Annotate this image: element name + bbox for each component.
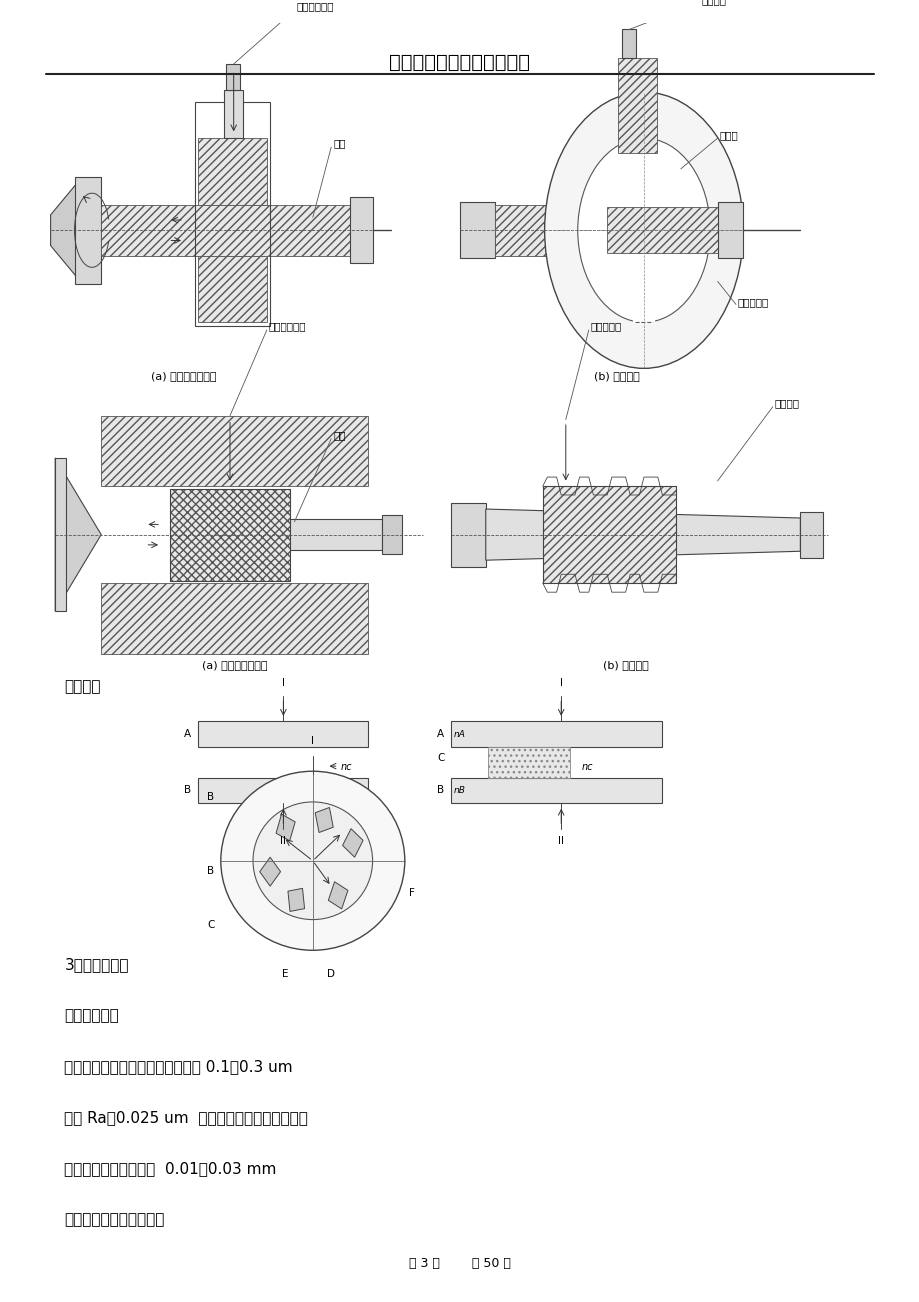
Bar <box>717 202 743 258</box>
Text: 研具（手握）: 研具（手握） <box>296 1 334 12</box>
Circle shape <box>630 212 656 249</box>
Polygon shape <box>51 182 78 279</box>
Bar <box>101 415 368 486</box>
Bar <box>618 57 656 154</box>
Polygon shape <box>55 458 101 612</box>
Circle shape <box>577 138 709 323</box>
Text: F: F <box>409 888 414 898</box>
Bar <box>55 458 66 612</box>
Bar <box>621 30 635 57</box>
Bar <box>259 857 280 887</box>
Text: C: C <box>437 754 444 763</box>
Text: 研磨夹: 研磨夹 <box>719 130 737 141</box>
Bar <box>494 204 568 255</box>
Text: (b) 外圆研具: (b) 外圆研具 <box>593 371 639 381</box>
Bar <box>223 90 243 138</box>
Text: nc: nc <box>581 763 593 772</box>
Bar <box>800 512 823 557</box>
Bar <box>542 486 675 583</box>
Text: I: I <box>281 678 285 687</box>
Ellipse shape <box>253 802 372 919</box>
Bar <box>198 777 368 803</box>
Bar <box>75 177 101 284</box>
Polygon shape <box>485 509 800 560</box>
Text: B: B <box>184 785 191 796</box>
Text: 研具: 研具 <box>333 430 346 440</box>
Text: 机器研磨: 机器研磨 <box>64 680 101 694</box>
Text: nB: nB <box>453 786 465 796</box>
Text: (a) 研磨外圆的方法: (a) 研磨外圆的方法 <box>151 371 217 381</box>
Text: E: E <box>281 970 289 979</box>
Text: 研磨剂易飞溅，污染环境: 研磨剂易飞溅，污染环境 <box>64 1212 165 1228</box>
Bar <box>607 207 717 254</box>
Text: I: I <box>311 736 314 746</box>
Bar <box>198 721 368 747</box>
Bar <box>101 204 349 255</box>
Bar <box>198 255 267 323</box>
Text: (b) 内圆研具: (b) 内圆研具 <box>602 660 648 671</box>
Bar <box>542 486 675 583</box>
Text: nc: nc <box>340 763 352 772</box>
Text: D: D <box>327 970 335 979</box>
Text: 减小 Ra，0.025 um  以下，但不能提高位置精度: 减小 Ra，0.025 um 以下，但不能提高位置精度 <box>64 1111 308 1125</box>
Bar <box>328 881 347 909</box>
Text: C: C <box>207 919 214 930</box>
Bar <box>226 64 240 90</box>
Bar <box>450 503 485 566</box>
Bar <box>315 807 333 832</box>
Bar <box>170 488 289 581</box>
Bar <box>289 519 381 549</box>
Bar <box>487 747 570 777</box>
Text: nA: nA <box>453 729 465 738</box>
Text: A: A <box>184 729 191 740</box>
Text: 锥度调节杆: 锥度调节杆 <box>590 322 621 331</box>
Bar <box>342 828 363 857</box>
Text: B: B <box>207 866 214 876</box>
Text: 大连理工大学网络教育学院: 大连理工大学网络教育学院 <box>389 52 530 72</box>
Circle shape <box>544 92 743 368</box>
Text: 调节螺钉: 调节螺钉 <box>700 0 725 5</box>
Text: 3、研磨的特点: 3、研磨的特点 <box>64 957 129 971</box>
Text: B: B <box>207 792 214 802</box>
Text: II: II <box>280 836 286 846</box>
Text: I: I <box>559 678 562 687</box>
Bar <box>450 777 662 803</box>
Text: 开口锥套: 开口锥套 <box>774 398 799 408</box>
Text: 研磨设备简单: 研磨设备简单 <box>64 1008 119 1023</box>
Bar <box>460 202 494 258</box>
Bar <box>276 814 295 841</box>
Text: (a) 研磨内圆的方法: (a) 研磨内圆的方法 <box>201 660 267 671</box>
Bar <box>381 516 402 553</box>
Text: 工件: 工件 <box>333 138 346 148</box>
Text: 可提高尺寸精度和形状精度，误差 0.1～0.3 um: 可提高尺寸精度和形状精度，误差 0.1～0.3 um <box>64 1059 293 1074</box>
Text: 第 3 页        共 50 页: 第 3 页 共 50 页 <box>409 1256 510 1269</box>
Ellipse shape <box>221 771 404 950</box>
Bar <box>101 583 368 654</box>
Text: II: II <box>558 836 563 846</box>
Bar <box>349 197 372 263</box>
Text: 开口研磨环: 开口研磨环 <box>737 297 768 307</box>
Bar <box>195 103 270 327</box>
Bar <box>170 488 289 581</box>
Bar <box>288 888 304 911</box>
Text: 生产效率低，加工余量  0.01～0.03 mm: 生产效率低，加工余量 0.01～0.03 mm <box>64 1161 277 1176</box>
Bar <box>450 721 662 747</box>
Text: A: A <box>437 729 444 740</box>
Bar <box>198 138 267 204</box>
Text: 工件（手握）: 工件（手握） <box>268 322 306 331</box>
Text: B: B <box>437 785 444 796</box>
